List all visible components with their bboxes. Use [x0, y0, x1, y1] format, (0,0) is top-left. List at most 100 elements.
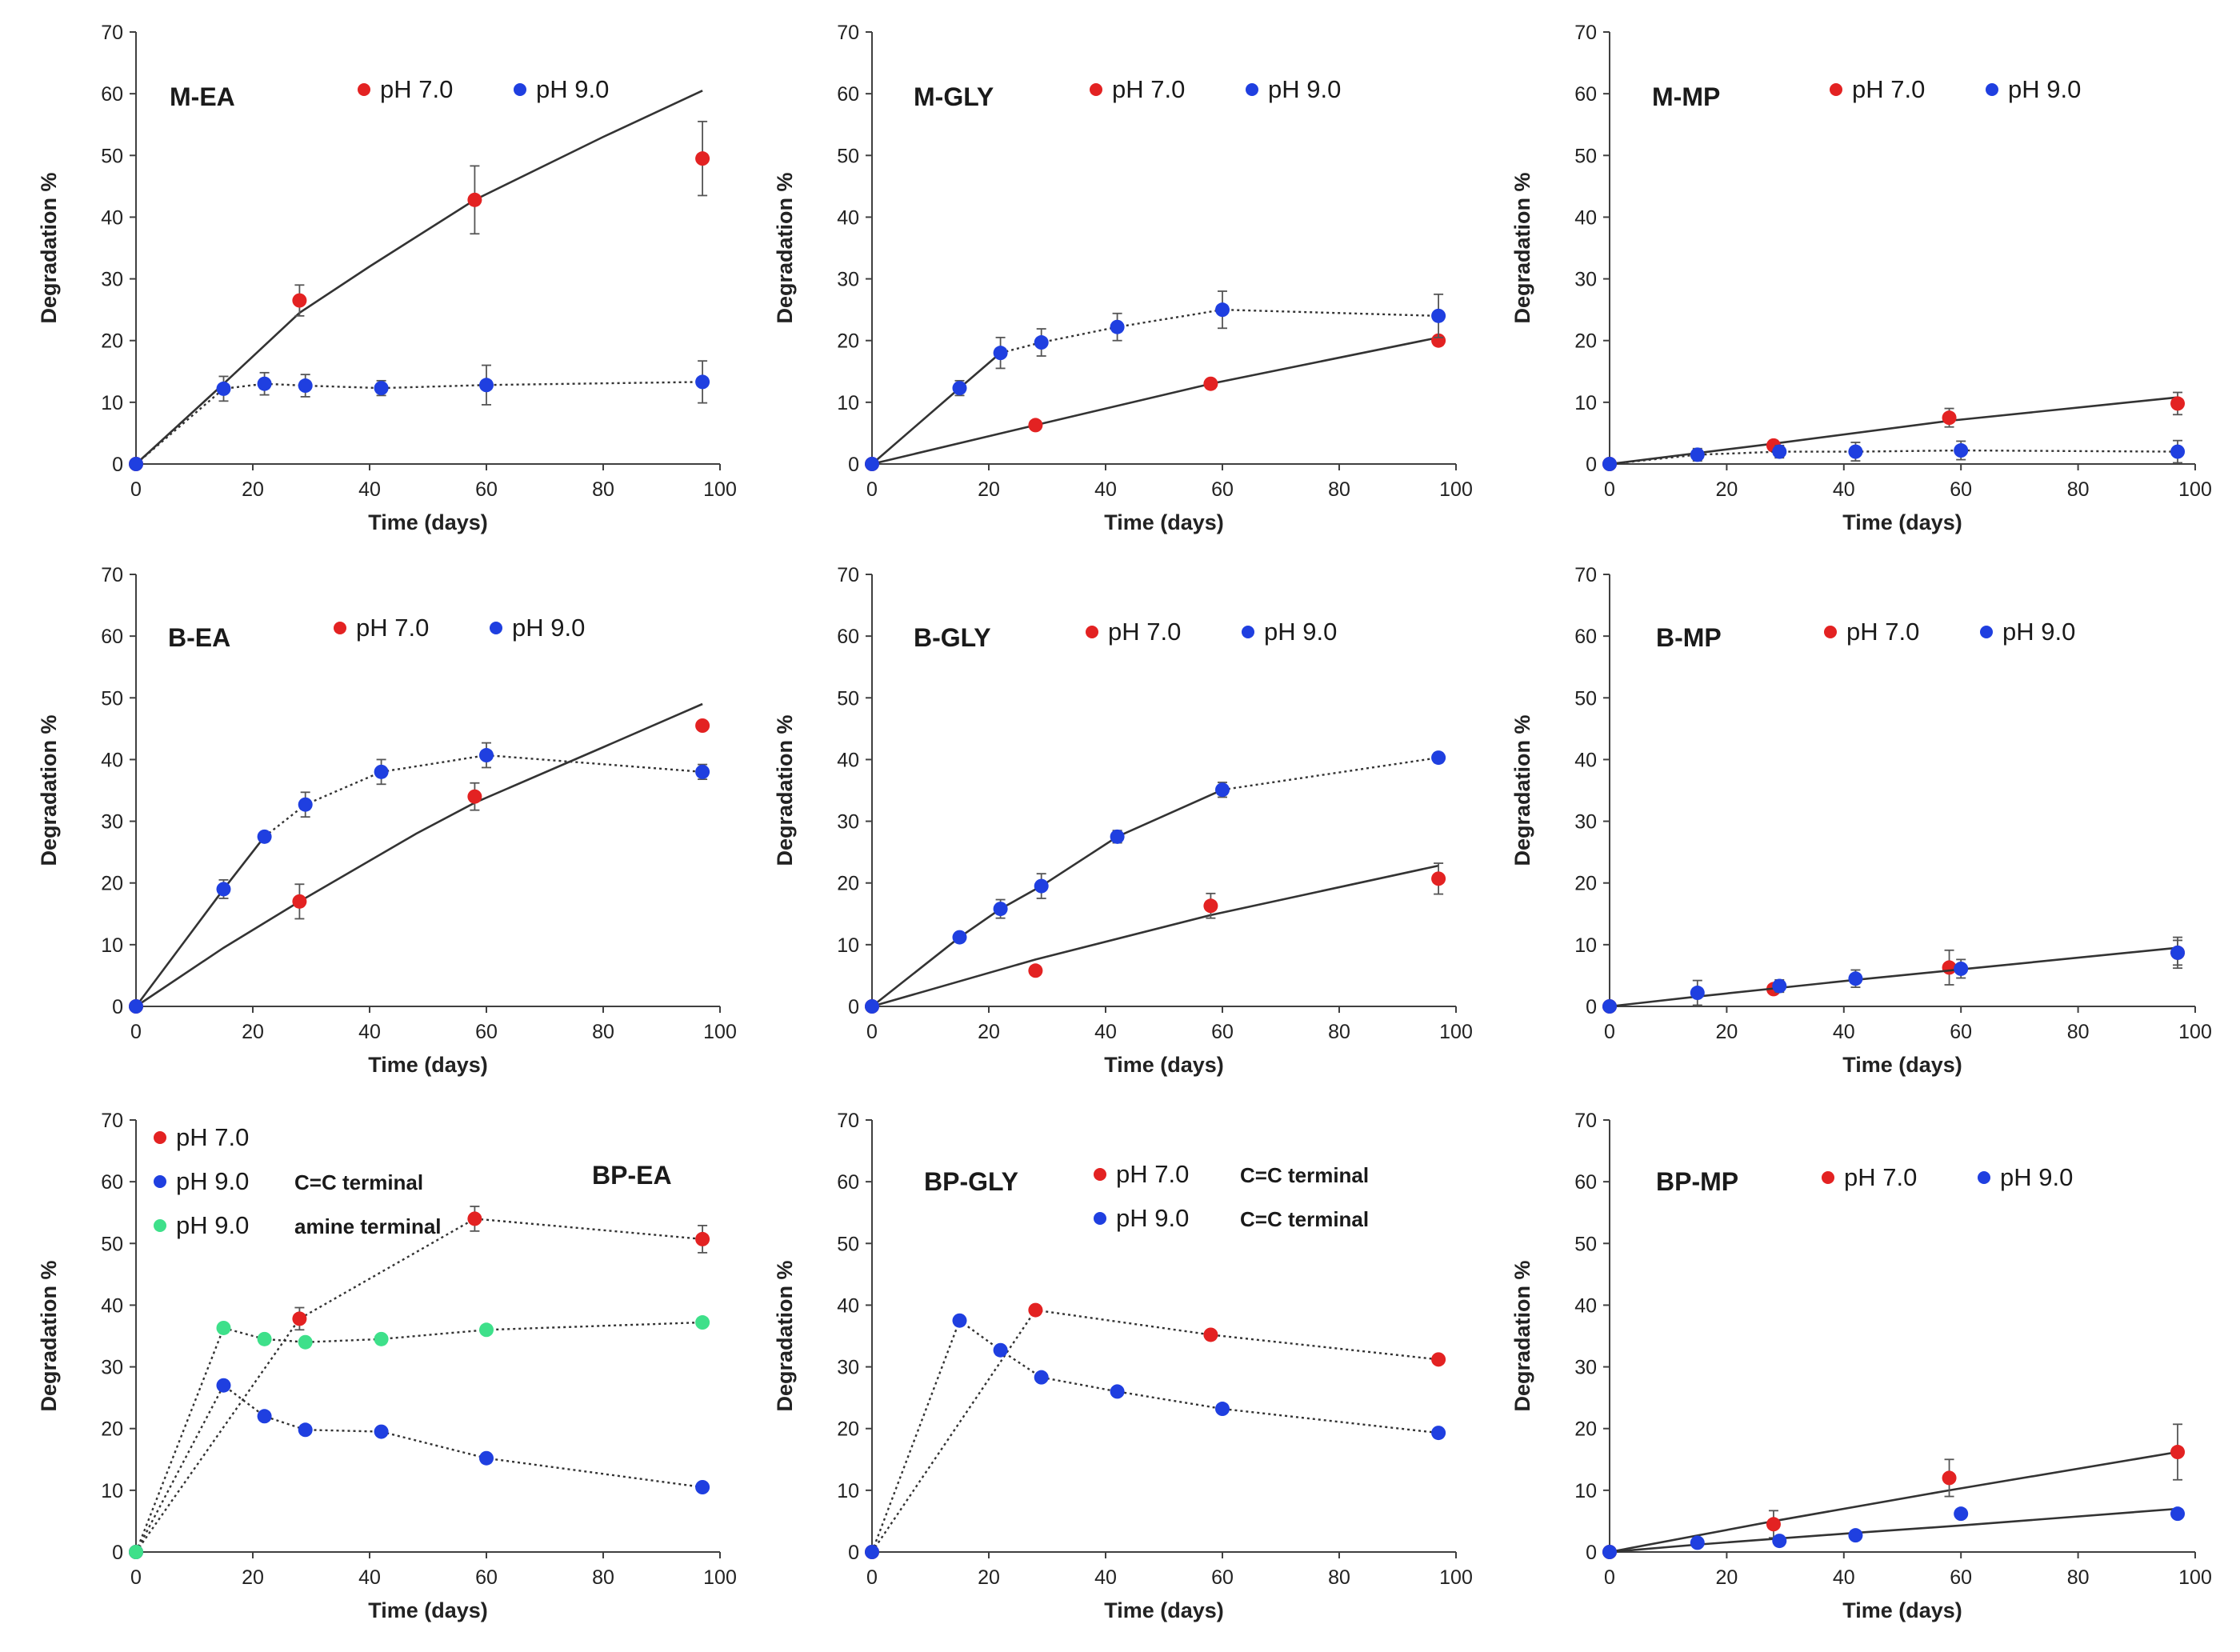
y-tick-label: 50 [837, 687, 859, 710]
y-tick-label: 20 [837, 1418, 859, 1441]
data-point [129, 457, 143, 471]
y-axis-label: Degradation % [1510, 714, 1534, 866]
legend-label: pH 9.0 [2000, 1163, 2073, 1191]
y-tick-label: 50 [1574, 145, 1597, 167]
y-axis-label: Degradation % [1510, 1260, 1534, 1411]
data-point [993, 1342, 1008, 1358]
y-axis-label: Degradation % [773, 1260, 797, 1411]
data-point [865, 1545, 879, 1559]
legend-label: pH 7.0 [356, 614, 429, 642]
y-tick-label: 60 [101, 1171, 123, 1194]
x-tick-label: 20 [978, 478, 1000, 501]
legend-marker [1986, 83, 1998, 96]
data-point [257, 1331, 272, 1346]
data-point [1848, 971, 1863, 986]
fit-line [871, 336, 1439, 466]
x-tick-label: 20 [1715, 1021, 1738, 1043]
data-point [467, 192, 482, 207]
legend-label: pH 9.0 [2008, 75, 2081, 103]
data-point [1690, 447, 1705, 462]
fit-line [871, 864, 1439, 1008]
data-point [257, 829, 272, 844]
legend-label: pH 9.0 [176, 1211, 249, 1239]
y-tick-label: 70 [1574, 564, 1597, 586]
y-tick-label: 70 [837, 564, 859, 586]
y-tick-label: 10 [837, 934, 859, 957]
legend-label: pH 9.0 [2002, 618, 2075, 646]
x-tick-label: 60 [475, 1566, 498, 1589]
data-point [1215, 782, 1230, 798]
y-tick-label: 20 [1574, 873, 1597, 895]
legend-label: pH 9.0 [1268, 75, 1341, 103]
panel-m-mp: 0 10 20 30 40 50 60 70 0 20 40 60 80 100 Time (days) De… [1510, 22, 2212, 534]
x-axis-label: Time (days) [1842, 1053, 1962, 1077]
x-tick-label: 20 [978, 1021, 1000, 1043]
data-point [1954, 1506, 1969, 1522]
legend-label: pH 7.0 [1116, 1160, 1189, 1188]
x-tick-label: 60 [1950, 478, 1972, 501]
x-tick-label: 40 [358, 478, 381, 501]
trend-line [134, 1383, 703, 1553]
panel-title: B-MP [1656, 623, 1722, 652]
data-point [1690, 986, 1705, 1001]
data-point [1602, 1545, 1617, 1559]
y-tick-label: 60 [837, 626, 859, 648]
y-tick-label: 40 [837, 749, 859, 771]
fit-line [1609, 946, 2178, 1008]
x-tick-label: 40 [1094, 1021, 1117, 1043]
y-tick-label: 60 [1574, 626, 1597, 648]
data-point [216, 882, 231, 897]
panel-title: BP-EA [592, 1161, 672, 1190]
legend-marker [1822, 1171, 1834, 1184]
data-point [1848, 444, 1863, 459]
y-tick-label: 20 [101, 873, 123, 895]
data-point [292, 293, 307, 308]
x-tick-label: 60 [475, 1021, 498, 1043]
x-tick-label: 100 [2178, 478, 2212, 501]
data-point [129, 1545, 143, 1559]
data-point [2170, 1506, 2186, 1522]
data-point [298, 797, 313, 812]
data-point [479, 1322, 494, 1338]
panel-title: BP-GLY [924, 1167, 1018, 1196]
y-tick-label: 0 [112, 1542, 123, 1564]
y-tick-label: 40 [837, 206, 859, 229]
legend-marker [1830, 83, 1842, 96]
x-tick-label: 20 [978, 1566, 1000, 1589]
data-point [1034, 335, 1049, 350]
y-tick-label: 40 [101, 749, 123, 771]
data-point [257, 1409, 272, 1424]
data-point [952, 930, 967, 945]
x-tick-label: 40 [358, 1566, 381, 1589]
y-tick-label: 60 [1574, 1171, 1597, 1194]
data-point [1028, 418, 1043, 433]
data-point [1431, 1352, 1446, 1367]
legend-marker [358, 83, 370, 96]
legend-marker [334, 622, 346, 634]
x-tick-label: 60 [1211, 1021, 1234, 1043]
data-point [952, 381, 967, 396]
data-point [2170, 945, 2186, 960]
fit-line [135, 702, 703, 1008]
y-axis-label: Degradation % [37, 714, 61, 866]
data-point [865, 999, 879, 1014]
panel-m-ea: 0 10 20 30 40 50 60 70 0 20 40 60 80 100 Time (days) De… [37, 22, 737, 534]
data-point [952, 1313, 967, 1328]
data-point [1203, 376, 1218, 391]
fit-line [134, 836, 266, 1007]
y-axis-label: Degradation % [1510, 172, 1534, 323]
y-tick-label: 30 [1574, 1357, 1597, 1379]
y-tick-label: 30 [101, 811, 123, 834]
fit-line [871, 789, 1223, 1008]
data-point [695, 151, 710, 166]
data-point [1215, 1402, 1230, 1417]
trend-line [1609, 449, 2178, 466]
y-tick-label: 10 [1574, 392, 1597, 414]
legend-label: pH 7.0 [1844, 1163, 1917, 1191]
legend-note: C=C terminal [1240, 1163, 1369, 1187]
y-tick-label: 50 [101, 687, 123, 710]
data-point [1602, 457, 1617, 471]
data-point [993, 902, 1008, 917]
data-point [1110, 1384, 1125, 1399]
